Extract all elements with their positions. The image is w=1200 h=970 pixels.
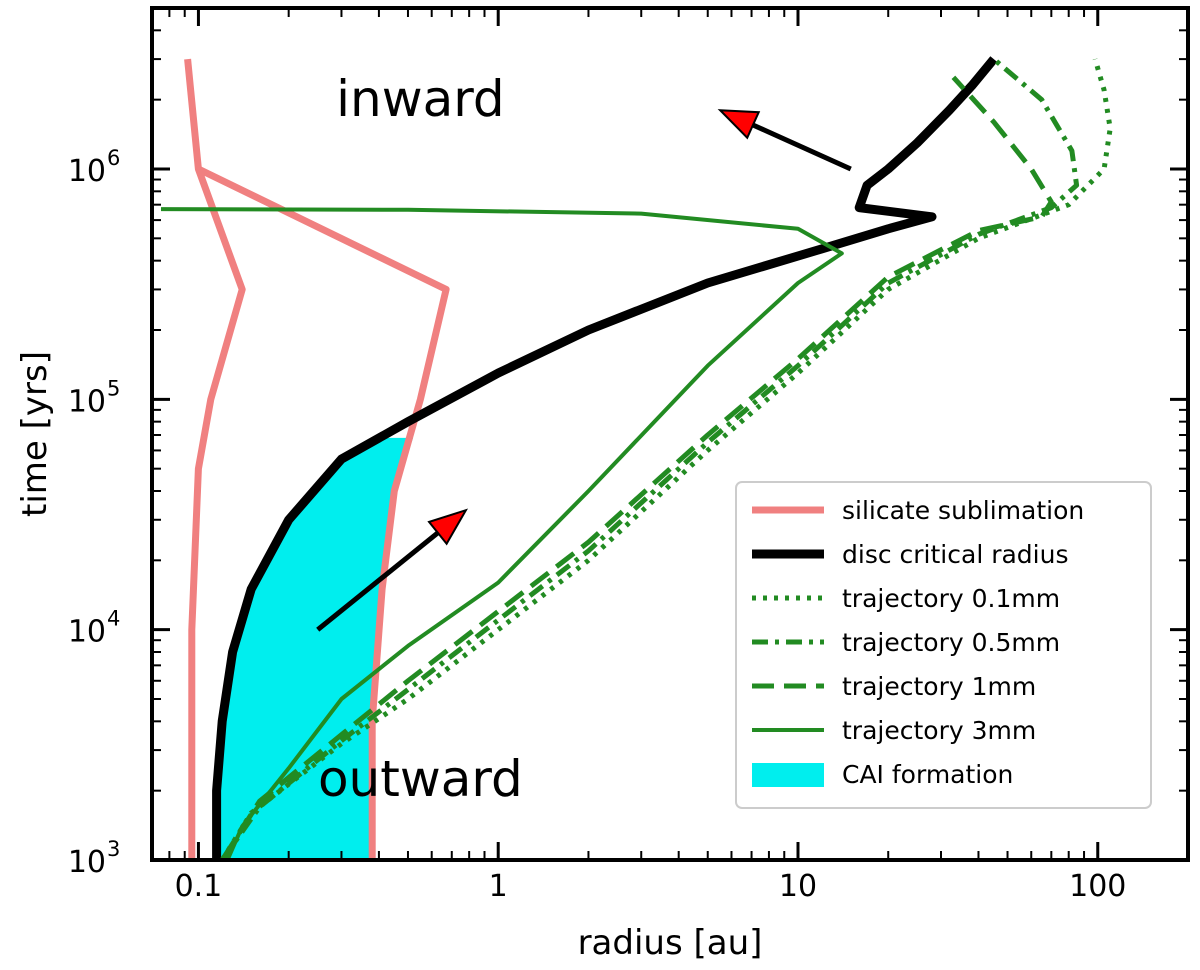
arrow-shaft — [316, 530, 440, 632]
legend-entry: trajectory 1mm — [752, 672, 1036, 701]
legend-entry: trajectory 0.5mm — [752, 628, 1060, 657]
arrow-head — [427, 508, 469, 546]
legend: silicate sublimation disc critical radius… — [735, 481, 1152, 809]
series-disc-critical-radius — [212, 56, 998, 860]
legend-entry: disc critical radius — [752, 540, 1069, 569]
arrow-shaft — [751, 122, 852, 172]
series-trajectory-1mm — [220, 75, 1054, 860]
annotation-outward: outward — [318, 750, 523, 808]
annotations: inward outward — [316, 70, 852, 808]
series-silicate-outer — [196, 165, 450, 860]
legend-label: trajectory 0.5mm — [842, 628, 1060, 657]
legend-label: trajectory 3mm — [842, 716, 1036, 745]
legend-label: silicate sublimation — [842, 496, 1084, 525]
y-axis-label: time [yrs] — [15, 351, 55, 517]
y-tick-label-exponent: 4 — [107, 607, 120, 631]
y-tick-label-exponent: 5 — [107, 376, 120, 400]
y-tick-label-base: 10 — [68, 615, 106, 650]
series-trajectory-3mm — [160, 207, 844, 860]
x-tick-label: 0.1 — [175, 869, 223, 904]
x-tick-label: 100 — [1069, 869, 1126, 904]
arrow-head — [717, 109, 761, 140]
legend-box — [735, 481, 1152, 809]
legend-swatch — [752, 763, 824, 787]
legend-label: trajectory 1mm — [842, 672, 1036, 701]
legend-label: trajectory 0.1mm — [842, 584, 1060, 613]
arrow-outward — [316, 508, 469, 632]
x-tick-label: 10 — [779, 869, 817, 904]
legend-entry: trajectory 3mm — [752, 716, 1036, 745]
legend-label: disc critical radius — [842, 540, 1069, 569]
arrow-inward — [717, 109, 852, 172]
y-tick-label-base: 10 — [68, 154, 106, 189]
y-tick-label-base: 10 — [68, 845, 106, 880]
plot-area — [160, 56, 1113, 860]
series-trajectory-0-5mm — [220, 57, 1080, 860]
y-tick-label-exponent: 6 — [107, 146, 120, 170]
y-tick-label-base: 10 — [68, 384, 106, 419]
annotation-inward: inward — [336, 70, 505, 128]
legend-label: CAI formation — [842, 760, 1013, 789]
cai-formation-region — [216, 437, 414, 860]
legend-entry: trajectory 0.1mm — [752, 584, 1060, 613]
legend-entry: silicate sublimation — [752, 496, 1084, 525]
plot-frame — [150, 6, 1190, 862]
legend-entry: CAI formation — [752, 760, 1013, 789]
series-trajectory-0-1mm — [220, 58, 1113, 860]
y-tick-label-exponent: 3 — [107, 837, 120, 861]
x-tick-label: 1 — [489, 869, 508, 904]
x-axis-label: radius [au] — [578, 923, 763, 963]
